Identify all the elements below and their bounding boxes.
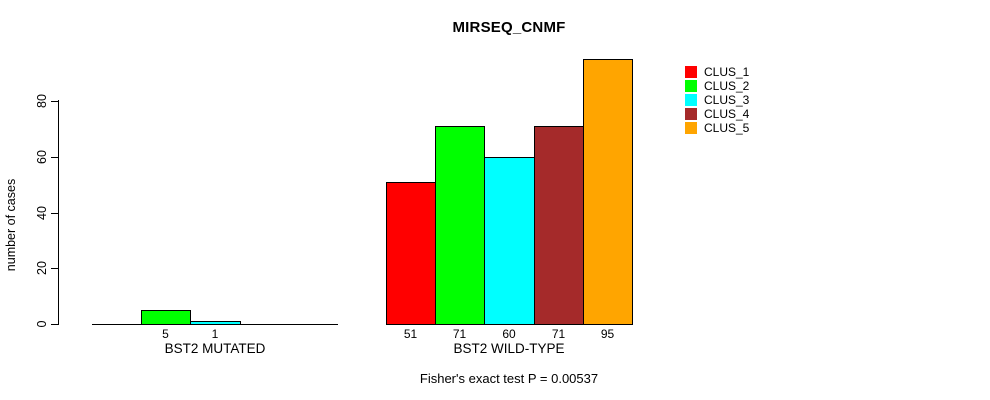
bar-clus_4-group1 [534,126,584,325]
legend-swatch-clus_2 [685,80,697,92]
bar-value-label: 5 [162,327,169,341]
y-axis-tick [51,157,58,158]
y-axis-tick-label: 20 [35,261,49,275]
legend-swatch-clus_5 [685,122,697,134]
bar-value-label: 95 [600,327,615,341]
legend-label: CLUS_4 [704,107,750,121]
chart-title: MIRSEQ_CNMF [452,19,566,36]
bar-clus_1-group1 [386,182,436,325]
y-axis-line [58,100,59,325]
legend-label: CLUS_5 [704,121,750,135]
y-axis-tick [51,213,58,214]
y-axis-tick-label: 40 [35,206,49,220]
legend-item: CLUS_1 [685,65,749,79]
x-axis-group-label: BST2 MUTATED [164,341,266,356]
legend-label: CLUS_3 [704,93,750,107]
legend-swatch-clus_3 [685,94,697,106]
legend-item: CLUS_4 [685,107,749,121]
bar-clus_2-group1 [435,126,485,325]
legend-label: CLUS_1 [704,65,750,79]
footer-annotation: Fisher's exact test P = 0.00537 [419,371,599,386]
bar-value-label: 71 [452,327,467,341]
x-axis-group-label: BST2 WILD-TYPE [453,341,565,356]
legend-item: CLUS_2 [685,79,749,93]
bar-clus_2-group0 [141,310,191,325]
y-axis-tick-label: 0 [35,320,49,328]
bar-clus_5-group1 [583,59,633,325]
bar-value-label: 60 [502,327,516,341]
y-axis-tick-label: 60 [35,150,49,164]
legend-item: CLUS_5 [685,121,749,135]
y-axis-tick-label: 80 [35,94,49,108]
legend: CLUS_1 CLUS_2 CLUS_3 CLUS_4 CLUS_5 [685,65,749,135]
y-axis-label: number of cases [4,178,18,272]
legend-swatch-clus_1 [685,66,697,78]
legend-label: CLUS_2 [704,79,750,93]
y-axis-tick [51,101,58,102]
bar-value-label: 51 [403,327,418,341]
y-axis-tick [51,324,58,325]
legend-swatch-clus_4 [685,108,697,120]
legend-item: CLUS_3 [685,93,749,107]
bar-clus_3-group1 [484,157,535,325]
y-axis-tick [51,268,58,269]
bar-clus_3-group0 [190,321,241,325]
bar-value-label: 1 [211,327,219,341]
bar-value-label: 71 [551,327,566,341]
